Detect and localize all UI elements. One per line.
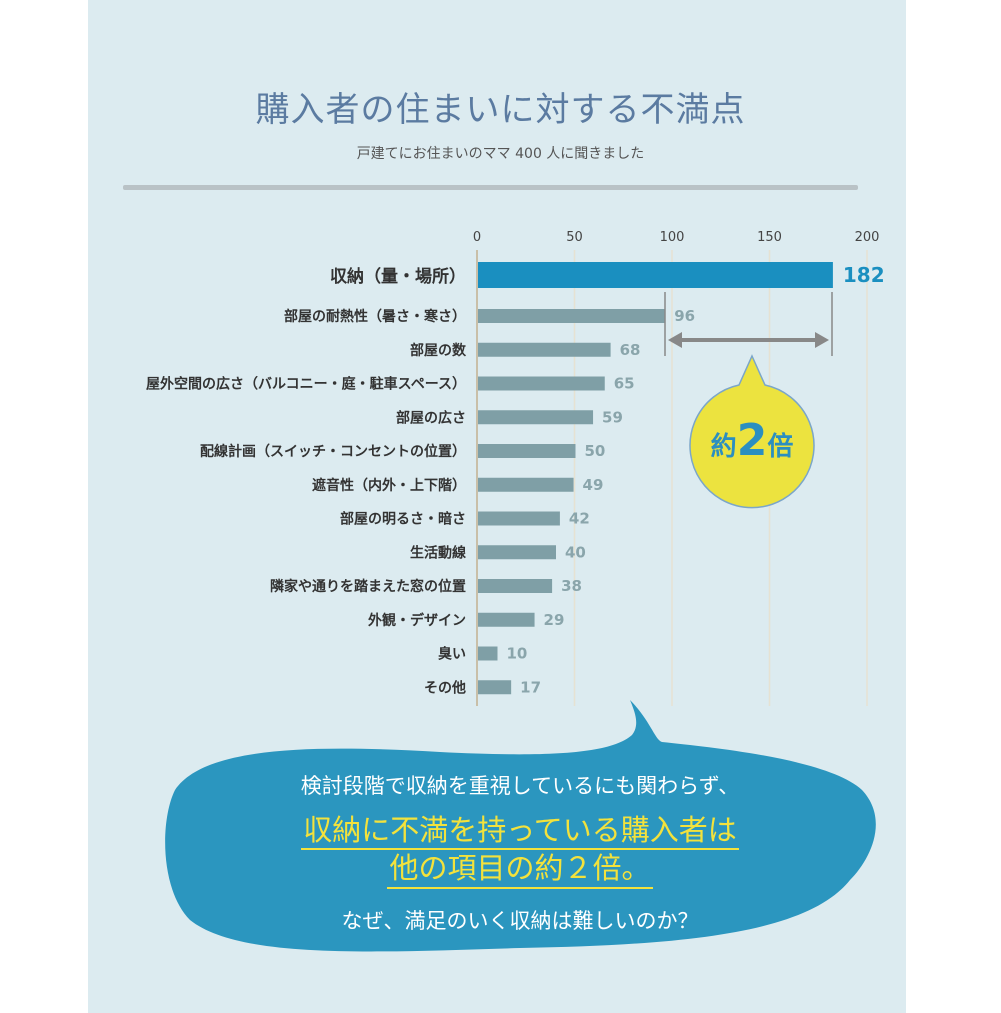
- page-title: 購入者の住まいに対する不満点: [255, 90, 746, 130]
- bar: [478, 545, 556, 560]
- category-label: 隣家や通りを踏まえた窓の位置: [270, 578, 466, 595]
- category-label: 外観・デザイン: [368, 612, 466, 629]
- value-label: 59: [602, 408, 623, 426]
- bar: [478, 342, 611, 357]
- x-tick-label: 200: [855, 230, 880, 245]
- category-label: 遮音性（内外・上下階）: [312, 477, 466, 494]
- callout-highlight: 収納に不満を持っている購入者は 他の項目の約２倍。: [165, 812, 875, 889]
- bar: [478, 477, 574, 492]
- category-label: 部屋の明るさ・暗さ: [340, 511, 466, 528]
- value-label: 17: [520, 678, 541, 696]
- callout-line-2: 収納に不満を持っている購入者は: [301, 812, 739, 851]
- value-label: 49: [583, 476, 604, 494]
- bar: [478, 680, 512, 695]
- category-label: 生活動線: [410, 544, 466, 561]
- category-label: 部屋の数: [410, 342, 467, 359]
- bar: [478, 511, 560, 526]
- x-tick-label: 0: [473, 230, 481, 245]
- comparison-bracket: [664, 292, 833, 356]
- value-label: 65: [614, 375, 635, 393]
- callout-line-4: なぜ、満足のいく収納は難しいのか？: [341, 909, 699, 933]
- value-label: 182: [843, 263, 885, 287]
- divider: [123, 185, 858, 190]
- category-label: 臭い: [438, 646, 466, 663]
- value-label: 38: [561, 577, 582, 595]
- category-label: その他: [424, 679, 466, 696]
- double-badge: 約2倍: [689, 354, 815, 509]
- badge-suffix: 倍: [767, 431, 793, 462]
- bar: [478, 612, 535, 627]
- bar: [478, 646, 498, 661]
- category-label: 収納（量・場所）: [330, 266, 466, 287]
- callout-line-3: 他の項目の約２倍。: [387, 850, 653, 889]
- badge-prefix: 約: [711, 431, 737, 462]
- bar: [478, 309, 666, 323]
- value-label: 96: [674, 307, 695, 325]
- value-label: 29: [544, 611, 565, 629]
- x-tick-label: 150: [757, 230, 782, 245]
- callout-line-1: 検討段階で収納を重視しているにも関わらず、: [300, 774, 740, 798]
- page-subtitle: 戸建てにお住まいのママ 400 人に聞きました: [356, 146, 645, 162]
- value-label: 10: [507, 645, 528, 663]
- svg-text:約2倍: 約2倍: [711, 415, 794, 466]
- x-tick-label: 50: [566, 230, 583, 245]
- value-label: 68: [620, 341, 641, 359]
- value-label: 42: [569, 510, 590, 528]
- value-label: 50: [585, 442, 606, 460]
- bar: [478, 579, 553, 593]
- speech-bubble: [165, 700, 876, 952]
- bar: [478, 376, 605, 391]
- value-label: 40: [565, 543, 586, 561]
- x-tick-label: 100: [660, 230, 685, 245]
- category-label: 部屋の耐熱性（暑さ・寒さ）: [284, 308, 466, 325]
- badge-number: 2: [737, 415, 768, 466]
- category-label: 配線計画（スイッチ・コンセントの位置）: [200, 443, 466, 460]
- bar: [478, 262, 833, 288]
- category-label: 部屋の広さ: [396, 409, 466, 426]
- bar: [478, 444, 576, 458]
- bar: [478, 410, 594, 425]
- category-label: 屋外空間の広さ（バルコニー・庭・駐車スペース）: [146, 376, 466, 393]
